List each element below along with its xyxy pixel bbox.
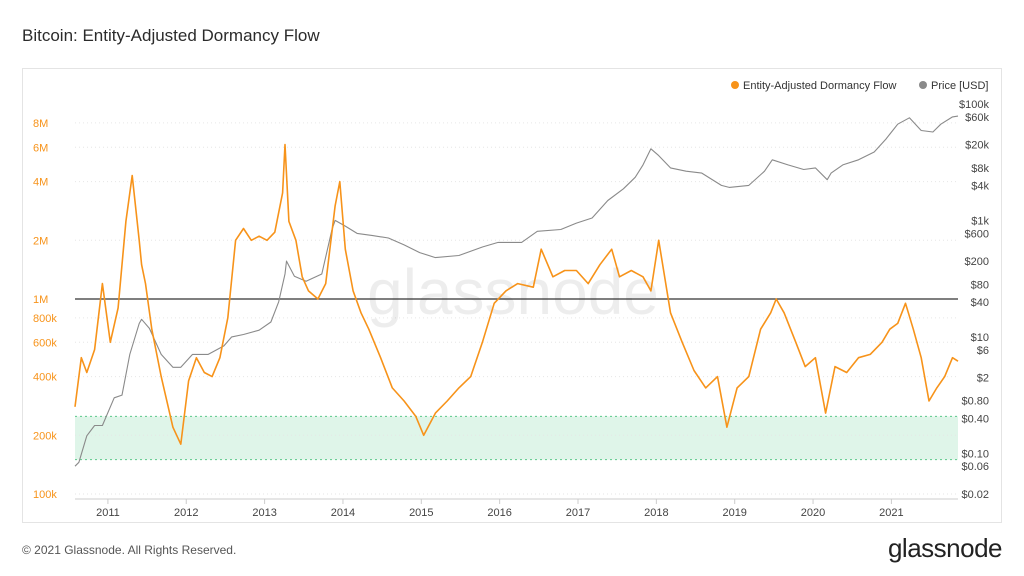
y-right-tick-label: $200 <box>965 256 989 268</box>
y-left-tick-label: 6M <box>33 142 48 154</box>
brand-logo: glassnode <box>887 533 1003 563</box>
legend[interactable]: Entity-Adjusted Dormancy Flow Price [USD] <box>731 80 988 92</box>
y-right-tick-label: $2 <box>977 373 989 385</box>
chart-title: Bitcoin: Entity-Adjusted Dormancy Flow <box>22 26 320 45</box>
legend-label: Price [USD] <box>931 80 988 92</box>
y-right-tick-label: $0.80 <box>961 396 989 408</box>
x-tick-label: 2020 <box>801 507 825 519</box>
y-right-tick-label: $40 <box>971 297 989 309</box>
chart-panel: glassnode 100k 200k 400k 600k 800k 1M 2M 4M 6M 8M… <box>22 68 1002 523</box>
x-tick-label: 2011 <box>96 507 120 519</box>
x-tick-label: 2016 <box>487 507 511 519</box>
legend-label: Entity-Adjusted Dormancy Flow <box>743 80 896 92</box>
y-right-tick-label: $0.40 <box>961 413 989 425</box>
series-lines <box>74 115 959 467</box>
y-left-tick-label: 400k <box>33 372 57 384</box>
legend-item[interactable]: Price [USD] <box>919 80 988 92</box>
legend-item[interactable]: Entity-Adjusted Dormancy Flow <box>731 80 896 92</box>
y-left-tick-label: 4M <box>33 177 48 189</box>
x-axis: 2011 2012 2013 2014 2015 2016 2017 2018 2019 2020… <box>75 498 958 519</box>
legend-dot-icon <box>731 81 739 89</box>
legend-dot-icon <box>919 81 927 89</box>
x-tick-label: 2021 <box>879 507 903 519</box>
x-tick-label: 2018 <box>644 507 668 519</box>
y-left-tick-label: 2M <box>33 235 48 247</box>
y-right-tick-label: $100k <box>959 99 989 111</box>
watermark: glassnode <box>367 256 659 328</box>
y-right-tick-label: $600 <box>965 228 989 240</box>
y-right-tick-label: $60k <box>965 112 989 124</box>
y-right-tick-label: $8k <box>971 163 989 175</box>
y-right-tick-label: $10 <box>971 332 989 344</box>
y-right-tick-label: $20k <box>965 140 989 152</box>
green-band <box>75 415 958 461</box>
copyright-footer: © 2021 Glassnode. All Rights Reserved. <box>22 543 237 557</box>
y-right-tick-label: $0.10 <box>961 448 989 460</box>
y-left-tick-label: 1M <box>33 294 48 306</box>
dormancy-flow-line <box>74 143 959 446</box>
x-tick-label: 2014 <box>331 507 355 519</box>
y-left-tick-label: 800k <box>33 313 57 325</box>
x-tick-label: 2019 <box>722 507 746 519</box>
y-axis-right: $0.02 $0.06$0.10 $0.40 $0.80 $2 $6$10 $40 $80 $2… <box>959 99 989 501</box>
y-right-tick-label: $1k <box>971 215 989 227</box>
y-right-tick-label: $4k <box>971 180 989 192</box>
y-left-tick-label: 600k <box>33 337 57 349</box>
price-line <box>74 115 959 467</box>
chart-svg: glassnode 100k 200k 400k 600k 800k 1M 2M 4M 6M 8M… <box>33 80 989 519</box>
x-tick-label: 2012 <box>174 507 198 519</box>
green-band-area <box>75 416 958 460</box>
y-left-tick-label: 200k <box>33 430 57 442</box>
y-right-tick-label: $80 <box>971 279 989 291</box>
y-axis-left: 100k 200k 400k 600k 800k 1M 2M 4M 6M 8M <box>33 118 57 501</box>
x-tick-label: 2015 <box>409 507 433 519</box>
y-right-tick-label: $0.06 <box>961 461 989 473</box>
x-tick-label: 2017 <box>566 507 590 519</box>
y-right-tick-label: $0.02 <box>961 489 989 501</box>
y-left-tick-label: 8M <box>33 118 48 130</box>
x-tick-label: 2013 <box>252 507 276 519</box>
y-left-tick-label: 100k <box>33 489 57 501</box>
y-right-tick-label: $6 <box>977 345 989 357</box>
